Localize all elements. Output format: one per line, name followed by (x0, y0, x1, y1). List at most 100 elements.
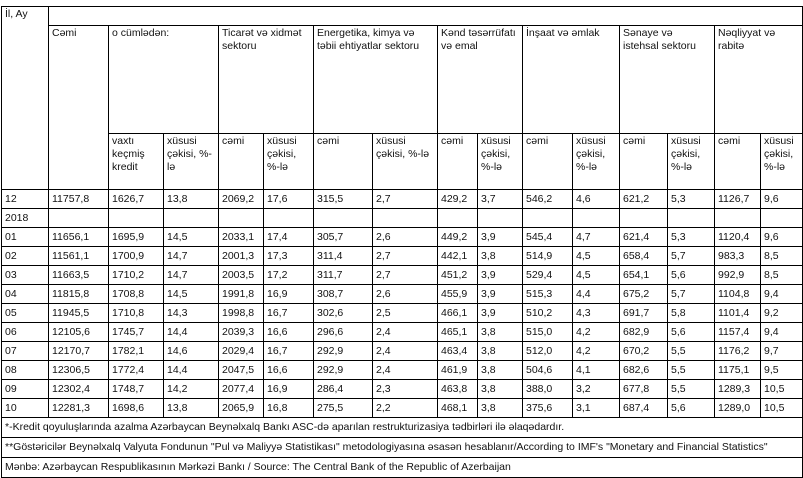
value-cell: 2,7 (372, 265, 438, 285)
value-cell: 14,4 (163, 360, 219, 380)
value-cell: 16,6 (263, 360, 314, 380)
value-cell: 429,2 (437, 189, 478, 209)
value-cell: 11656,1 (48, 227, 109, 247)
value-cell: 515,3 (522, 284, 573, 304)
value-cell: 3,8 (477, 379, 523, 399)
value-cell: 2003,5 (218, 265, 264, 285)
period-cell: 10 (1, 398, 49, 418)
value-cell: 311,4 (313, 246, 373, 266)
period-cell: 07 (1, 341, 49, 361)
value-cell: 3,8 (477, 341, 523, 361)
value-cell: 2065,9 (218, 398, 264, 418)
value-cell (163, 208, 219, 228)
value-cell: 16,9 (263, 379, 314, 399)
value-cell: 3,8 (477, 360, 523, 380)
value-cell: 9,4 (759, 284, 803, 304)
value-cell: 292,9 (313, 360, 373, 380)
value-cell: 1289,3 (714, 379, 761, 399)
value-cell: 545,4 (522, 227, 573, 247)
value-cell: 1289,0 (714, 398, 761, 418)
value-cell (372, 208, 438, 228)
credit-table: İl, Ay Cəmi o cümlədən: Ticarət və xidmə… (0, 6, 803, 478)
value-cell: 1991,8 (218, 284, 264, 304)
value-cell: 17,2 (263, 265, 314, 285)
value-cell: 2029,4 (218, 341, 264, 361)
value-cell (313, 208, 373, 228)
value-cell: 375,6 (522, 398, 573, 418)
table-row: 2018 (1, 208, 803, 228)
table-row: 06 12105,6 1745,7 14,4 2039,3 16,6 296,6 2,4 465… (1, 322, 803, 342)
period-cell: 05 (1, 303, 49, 323)
period-cell: 04 (1, 284, 49, 304)
value-cell: 17,6 (263, 189, 314, 209)
value-cell: 4,6 (572, 189, 620, 209)
value-cell: 4,2 (572, 322, 620, 342)
period-cell: 08 (1, 360, 49, 380)
share-header: xüsusi çəkisi, %-lə (667, 133, 715, 190)
value-cell: 11663,5 (48, 265, 109, 285)
share-header: xüsusi çəkisi, %-lə (263, 133, 314, 190)
table-row: 04 11815,8 1708,8 14,5 1991,8 16,9 308,7 2,6 455… (1, 284, 803, 304)
share-header: xüsusi çəkisi, %-lə (759, 133, 803, 190)
value-cell: 529,4 (522, 265, 573, 285)
value-cell: 14,5 (163, 227, 219, 247)
value-cell: 14,6 (163, 341, 219, 361)
value-cell: 4,7 (572, 227, 620, 247)
sector-total-header: cəmi (437, 133, 478, 190)
value-cell: 621,2 (619, 189, 668, 209)
value-cell: 292,9 (313, 341, 373, 361)
value-cell: 451,2 (437, 265, 478, 285)
value-cell: 1710,2 (108, 265, 164, 285)
value-cell: 675,2 (619, 284, 668, 304)
value-cell: 1708,8 (108, 284, 164, 304)
value-cell: 4,1 (572, 360, 620, 380)
value-cell: 504,6 (522, 360, 573, 380)
sector-total-header: cəmi (313, 133, 373, 190)
value-cell: 465,1 (437, 322, 478, 342)
value-cell: 4,4 (572, 284, 620, 304)
sector-header: Sənaye və istehsal sektoru (619, 25, 715, 134)
value-cell (759, 208, 803, 228)
value-cell: 1745,7 (108, 322, 164, 342)
value-cell: 12170,7 (48, 341, 109, 361)
period-cell: 03 (1, 265, 49, 285)
sector-header: Nəqliyyat və rabitə (713, 25, 803, 134)
value-cell: 670,2 (619, 341, 668, 361)
value-cell: 1176,2 (714, 341, 761, 361)
value-cell: 2077,4 (218, 379, 264, 399)
value-cell: 658,4 (619, 246, 668, 266)
value-cell: 5,6 (667, 322, 715, 342)
value-cell: 1782,1 (108, 341, 164, 361)
period-cell: 09 (1, 379, 49, 399)
value-cell: 546,2 (522, 189, 573, 209)
value-cell: 2,2 (372, 398, 438, 418)
period-cell: 2018 (1, 208, 49, 228)
sector-header: İnşaat və əmlak (522, 25, 620, 134)
value-cell: 466,1 (437, 303, 478, 323)
value-cell: 13,8 (163, 398, 219, 418)
sector-total-header: cəmi (619, 133, 668, 190)
value-cell: 2033,1 (218, 227, 264, 247)
value-cell: 514,9 (522, 246, 573, 266)
value-cell: 2,4 (372, 360, 438, 380)
value-cell: 3,9 (477, 284, 523, 304)
value-cell: 512,0 (522, 341, 573, 361)
value-cell: 992,9 (714, 265, 761, 285)
value-cell: 1748,7 (108, 379, 164, 399)
table-row: 02 11561,1 1700,9 14,7 2001,3 17,3 311,4 2,7 442… (1, 246, 803, 266)
sector-total-header: cəmi (218, 133, 264, 190)
value-cell: 621,4 (619, 227, 668, 247)
value-cell: 13,8 (163, 189, 219, 209)
value-cell: 17,3 (263, 246, 314, 266)
value-cell: 9,5 (759, 360, 803, 380)
value-cell: 4,5 (572, 265, 620, 285)
period-cell: 12 (1, 189, 49, 209)
value-cell: 9,2 (759, 303, 803, 323)
value-cell: 11815,8 (48, 284, 109, 304)
value-cell: 2,7 (372, 246, 438, 266)
footnote: *-Kredit qoyuluşlarında azalma Azərbayca… (0, 417, 803, 438)
value-cell: 468,1 (437, 398, 478, 418)
value-cell: 515,0 (522, 322, 573, 342)
value-cell: 1175,1 (714, 360, 761, 380)
value-cell: 455,9 (437, 284, 478, 304)
